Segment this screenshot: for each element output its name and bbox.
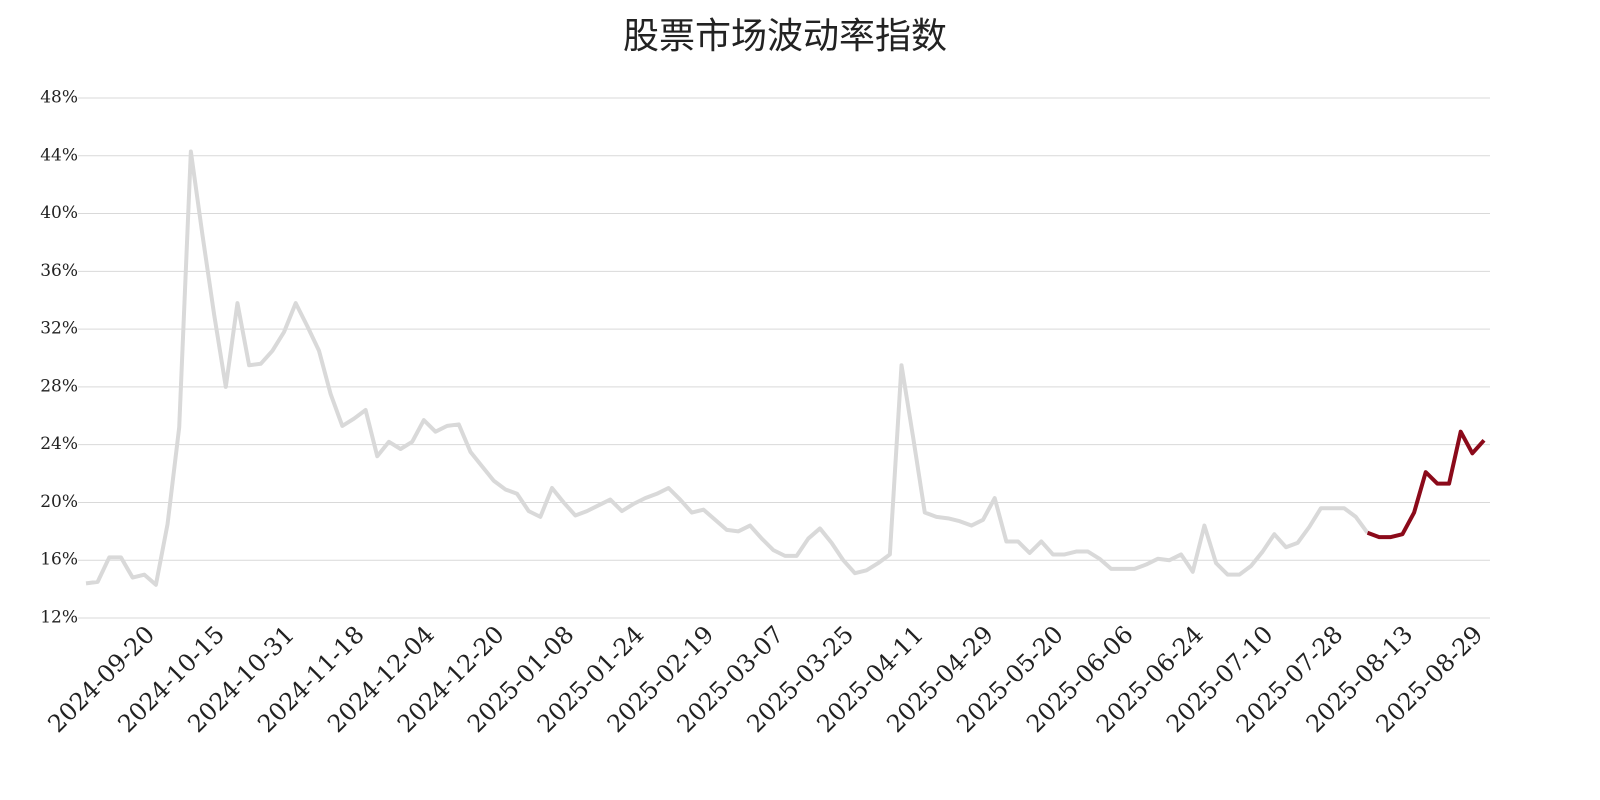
y-tick-label: 24% <box>40 434 78 454</box>
y-tick-label: 28% <box>40 376 78 396</box>
y-tick-label: 32% <box>40 319 78 339</box>
y-tick-label: 36% <box>40 261 78 281</box>
y-tick-label: 48% <box>40 88 78 108</box>
y-tick-label: 16% <box>40 550 78 570</box>
y-tick-label: 44% <box>40 145 78 165</box>
line-series <box>1366 429 1486 540</box>
y-tick-label: 12% <box>40 608 78 628</box>
chart-title: 股票市场波动率指数 <box>623 16 947 57</box>
y-tick-label: 20% <box>40 492 78 512</box>
line-series <box>85 149 1370 587</box>
y-tick-label: 40% <box>40 203 78 223</box>
